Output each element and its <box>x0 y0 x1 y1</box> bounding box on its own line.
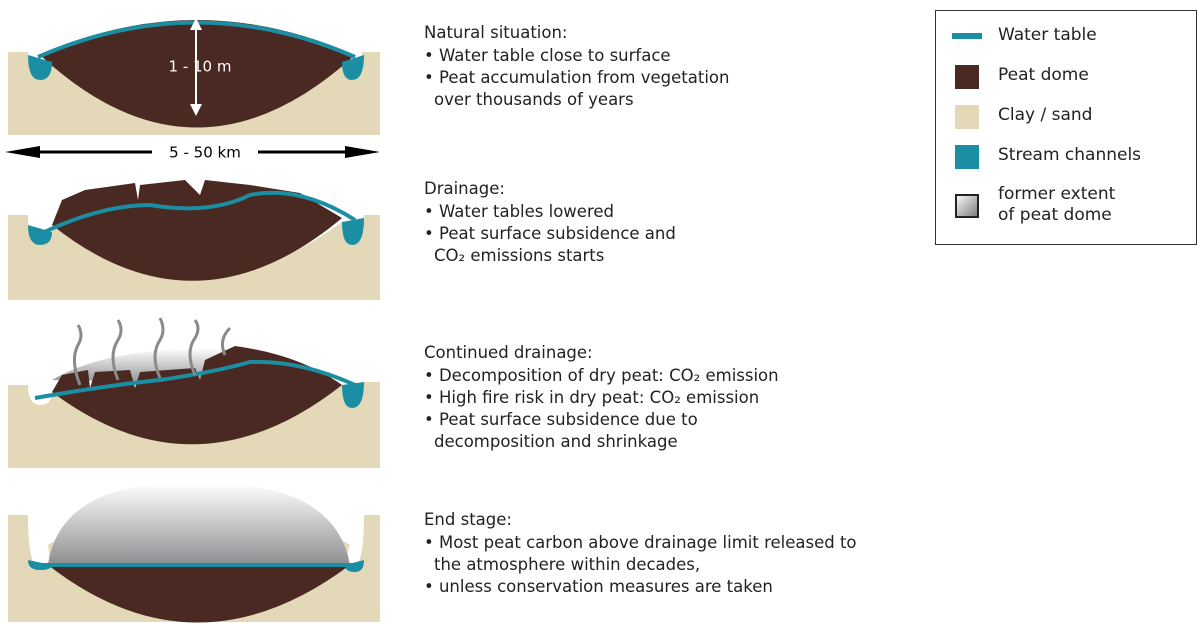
panel-natural: 1 - 10 m 5 - 50 km <box>5 18 380 162</box>
bullet: • Water table close to surface <box>424 45 729 67</box>
legend-label: former extent of peat dome <box>998 184 1115 226</box>
panel-title: Drainage: <box>424 178 676 200</box>
height-label: 1 - 10 m <box>169 58 232 76</box>
legend-label: Water table <box>998 24 1097 46</box>
legend-label: Clay / sand <box>998 104 1092 126</box>
panel-title: End stage: <box>424 509 857 531</box>
legend-label: Peat dome <box>998 64 1089 86</box>
panel-title: Natural situation: <box>424 22 729 44</box>
bullet: • Decomposition of dry peat: CO₂ emissio… <box>424 365 779 387</box>
bullet: • Most peat carbon above drainage limit … <box>424 532 857 576</box>
panel-text: Drainage: • Water tables lowered • Peat … <box>424 178 676 267</box>
page: 1 - 10 m 5 - 50 km Natural situation: • … <box>0 0 1198 624</box>
panel-end <box>8 483 380 623</box>
legend-swatches <box>950 19 990 239</box>
bullet: • High fire risk in dry peat: CO₂ emissi… <box>424 387 779 409</box>
legend-label: Stream channels <box>998 144 1141 166</box>
bullet: • Peat surface subsidence due to decompo… <box>424 409 779 453</box>
panel-text: Natural situation: • Water table close t… <box>424 22 729 111</box>
legend: Water table Peat dome Clay / sand Stream… <box>935 10 1197 245</box>
bullet: • Peat accumulation from vegetation over… <box>424 67 729 111</box>
panel-text: Continued drainage: • Decomposition of d… <box>424 342 779 453</box>
diagram: 1 - 10 m 5 - 50 km <box>0 0 395 624</box>
panel-drainage <box>8 180 380 300</box>
bullet: • Peat surface subsidence and CO₂ emissi… <box>424 223 676 267</box>
width-label: 5 - 50 km <box>169 144 241 162</box>
bullet: • Water tables lowered <box>424 201 676 223</box>
panel-text: End stage: • Most peat carbon above drai… <box>424 509 857 598</box>
panel-continued <box>8 318 380 468</box>
panel-title: Continued drainage: <box>424 342 779 364</box>
bullet: • unless conservation measures are taken <box>424 576 857 598</box>
